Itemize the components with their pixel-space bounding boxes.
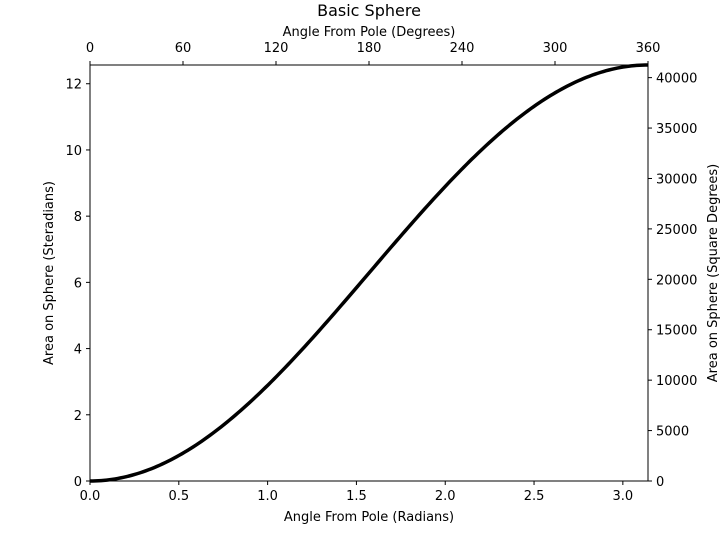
x-tick-label: 1.5	[346, 489, 367, 504]
y2-tick-label: 0	[656, 475, 664, 490]
x2-tick-label: 0	[86, 41, 94, 56]
y2-tick-label: 15000	[656, 324, 697, 339]
y2-axis-label: Area on Sphere (Square Degrees)	[706, 164, 720, 382]
x2-axis-label: Angle From Pole (Degrees)	[283, 25, 456, 40]
y-tick-label: 10	[65, 144, 82, 159]
series-line	[89, 63, 649, 483]
y-tick-label: 4	[74, 343, 82, 358]
y2-tick-label: 35000	[656, 122, 697, 137]
x-tick-label: 0.0	[80, 489, 101, 504]
y2-tick-label: 40000	[656, 72, 697, 87]
x-tick-label: 2.5	[524, 489, 545, 504]
x2-tick-label: 300	[543, 41, 568, 56]
x2-tick-label: 360	[636, 41, 661, 56]
x2-tick-label: 60	[175, 41, 192, 56]
y-axis-label: Area on Sphere (Steradians)	[42, 181, 57, 365]
y-tick-label: 2	[74, 409, 82, 424]
x-tick-label: 2.0	[435, 489, 456, 504]
y2-tick-label: 10000	[656, 374, 697, 389]
x-tick-label: 3.0	[613, 489, 634, 504]
x-tick-label: 0.5	[168, 489, 189, 504]
y2-tick-label: 25000	[656, 223, 697, 238]
x2-tick-label: 120	[264, 41, 289, 56]
y2-tick-label: 20000	[656, 273, 697, 288]
y-tick-label: 6	[74, 276, 82, 291]
y2-tick-label: 30000	[656, 172, 697, 187]
x-axis-label: Angle From Pole (Radians)	[284, 510, 454, 525]
x2-tick-label: 240	[450, 41, 475, 56]
y2-tick-label: 5000	[656, 425, 689, 440]
y-tick-label: 12	[65, 78, 82, 93]
x-tick-label: 1.0	[257, 489, 278, 504]
x2-tick-label: 180	[357, 41, 382, 56]
chart-title: Basic Sphere	[317, 1, 421, 20]
y-tick-label: 8	[74, 210, 82, 225]
y-tick-label: 0	[74, 475, 82, 490]
